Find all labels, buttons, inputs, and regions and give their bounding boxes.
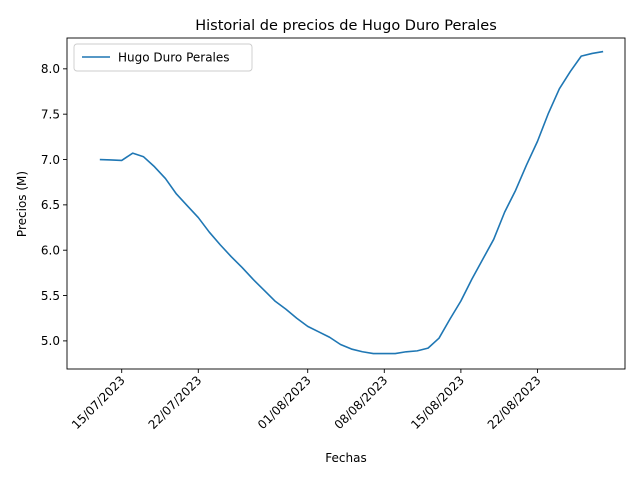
chart-title: Historial de precios de Hugo Duro Perale… — [195, 18, 497, 34]
y-tick-label: 6.5 — [41, 198, 60, 212]
y-tick-label: 7.0 — [41, 153, 60, 167]
plot-frame — [66, 37, 626, 370]
legend-box — [73, 43, 253, 72]
legend-entry-label: Hugo Duro Perales — [118, 51, 230, 65]
y-axis: 5.0 5.5 6.0 6.5 7.0 7.5 8.0 — [41, 62, 67, 348]
y-tick-label: 6.0 — [41, 244, 60, 258]
legend: Hugo Duro Perales — [73, 43, 253, 72]
y-tick-label: 7.5 — [41, 107, 60, 121]
x-axis-label: Fechas — [325, 451, 366, 465]
y-tick-label: 8.0 — [41, 62, 60, 76]
series-layer — [99, 50, 604, 355]
y-tick-label: 5.5 — [41, 289, 60, 303]
y-tick-label: 5.0 — [41, 334, 60, 348]
y-axis-label: Precios (M) — [15, 171, 29, 237]
series-line-0 — [99, 50, 604, 355]
